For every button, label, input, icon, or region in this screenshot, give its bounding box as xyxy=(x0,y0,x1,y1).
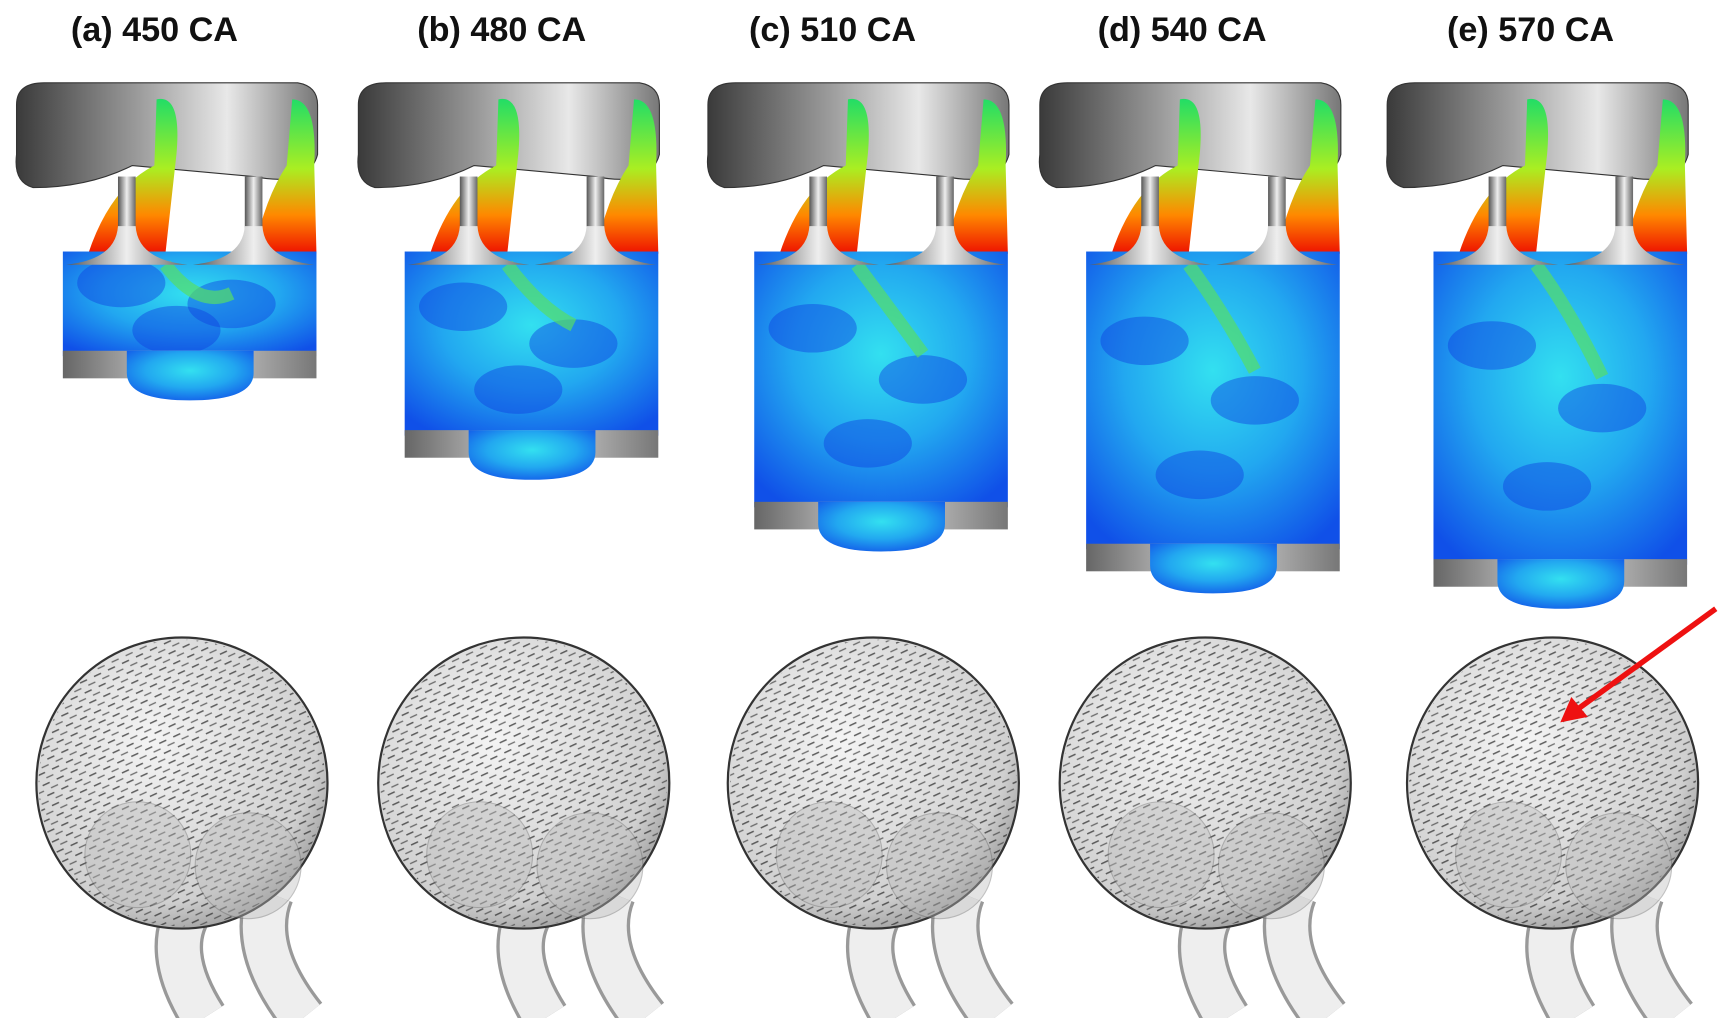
piston-bowl xyxy=(127,351,254,401)
valve-ring xyxy=(427,802,533,908)
page: (a) 450 CA (b) 480 CA (c) 510 CA (d) 540 CA… xyxy=(0,0,1729,1018)
flow-vortex xyxy=(529,319,617,368)
valve-ring xyxy=(776,802,882,908)
flow-vortex xyxy=(1156,451,1244,500)
panel: (b) 480 CA xyxy=(358,11,669,1018)
piston-bowl xyxy=(469,430,596,480)
flow-vortex xyxy=(1100,317,1188,366)
valve-ring xyxy=(1456,802,1562,908)
valve-ring xyxy=(887,813,993,919)
panel: (d) 540 CA xyxy=(1039,11,1350,1018)
flow-vortex xyxy=(1211,376,1299,425)
valve-ring xyxy=(195,813,301,919)
valve-ring xyxy=(1566,813,1672,919)
valve-ring xyxy=(1218,813,1324,919)
flow-vortex xyxy=(879,355,967,404)
panel-label: (c) 510 CA xyxy=(749,11,916,49)
flow-vortex xyxy=(77,259,165,308)
valve-ring xyxy=(85,802,191,908)
flow-vortex xyxy=(769,304,857,353)
panel: (c) 510 CA xyxy=(707,11,1018,1018)
flow-vortex xyxy=(1448,321,1536,370)
panel-label: (d) 540 CA xyxy=(1098,11,1267,49)
panel: (e) 570 CA xyxy=(1387,11,1698,1018)
valve-ring xyxy=(537,813,643,919)
piston-bowl xyxy=(818,502,945,552)
figure: (a) 450 CA (b) 480 CA (c) 510 CA (d) 540 CA… xyxy=(0,0,1729,1018)
piston-bowl xyxy=(1150,544,1277,594)
flow-vortex xyxy=(1503,462,1591,511)
flow-vortex xyxy=(474,365,562,414)
flow-vortex xyxy=(419,283,507,332)
flow-vortex xyxy=(824,419,912,468)
flow-vortex xyxy=(1558,384,1646,433)
panel-label: (a) 450 CA xyxy=(71,11,238,49)
panel-label: (e) 570 CA xyxy=(1447,11,1614,49)
flow-vortex xyxy=(132,306,220,355)
panel-label: (b) 480 CA xyxy=(417,11,586,49)
panel: (a) 450 CA xyxy=(16,11,327,1018)
piston-bowl xyxy=(1497,559,1624,609)
valve-ring xyxy=(1108,802,1214,908)
